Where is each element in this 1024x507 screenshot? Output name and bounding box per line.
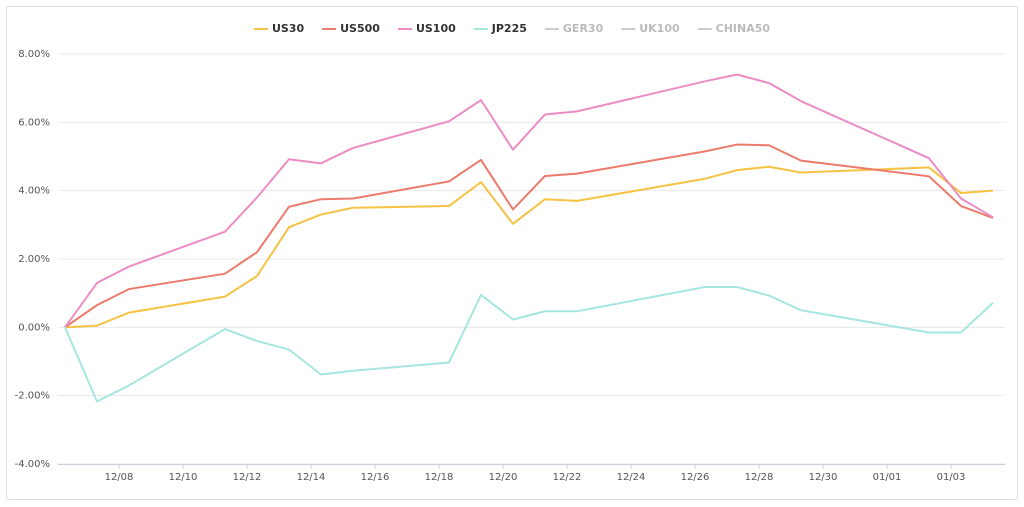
legend-item[interactable]: US100 xyxy=(397,22,456,35)
legend-item[interactable]: GER30 xyxy=(544,22,604,35)
x-tick-label: 12/28 xyxy=(745,472,774,483)
series-line xyxy=(64,73,994,328)
y-tick-label: 0.00% xyxy=(18,322,50,333)
x-tick-label: 12/08 xyxy=(105,472,134,483)
frame xyxy=(6,6,1018,500)
x-tick-label: 12/30 xyxy=(809,472,838,483)
y-tick-label: 8.00% xyxy=(18,49,50,60)
x-tick-label: 12/24 xyxy=(617,472,646,483)
legend-item[interactable]: US30 xyxy=(253,22,305,35)
legend-label: JP225 xyxy=(491,22,527,35)
legend-label: US30 xyxy=(272,22,305,35)
legend-label: GER30 xyxy=(563,22,604,35)
legend-label: US500 xyxy=(340,22,380,35)
legend-item[interactable]: JP225 xyxy=(473,22,527,35)
x-tick-label: 01/03 xyxy=(937,472,966,483)
y-tick-label: 4.00% xyxy=(18,186,50,197)
x-tick-label: 01/01 xyxy=(873,472,902,483)
legend-item[interactable]: CHINA50 xyxy=(697,22,771,35)
x-tick-label: 12/20 xyxy=(489,472,518,483)
series-line xyxy=(64,143,994,329)
x-tick-label: 12/26 xyxy=(681,472,710,483)
x-tick-label: 12/18 xyxy=(425,472,454,483)
legend-label: CHINA50 xyxy=(716,22,771,35)
x-tick-label: 12/10 xyxy=(169,472,198,483)
y-tick-label: -2.00% xyxy=(15,391,50,402)
x-tick-label: 12/12 xyxy=(233,472,262,483)
legend: US30 US500 US100 JP225 GER30 UK100 CHINA50 xyxy=(253,22,771,35)
legend-item[interactable]: US500 xyxy=(322,22,380,35)
y-tick-label: 6.00% xyxy=(18,117,50,128)
x-tick-label: 12/16 xyxy=(361,472,390,483)
series-line xyxy=(64,165,994,329)
y-tick-label: 2.00% xyxy=(18,254,50,265)
x-tick-label: 12/14 xyxy=(297,472,326,483)
y-tick-label: -4.00% xyxy=(15,459,50,470)
series-line xyxy=(64,286,994,403)
legend-label: UK100 xyxy=(639,22,680,35)
x-tick-label: 12/22 xyxy=(553,472,582,483)
legend-label: US100 xyxy=(416,22,456,35)
legend-item[interactable]: UK100 xyxy=(621,22,680,35)
